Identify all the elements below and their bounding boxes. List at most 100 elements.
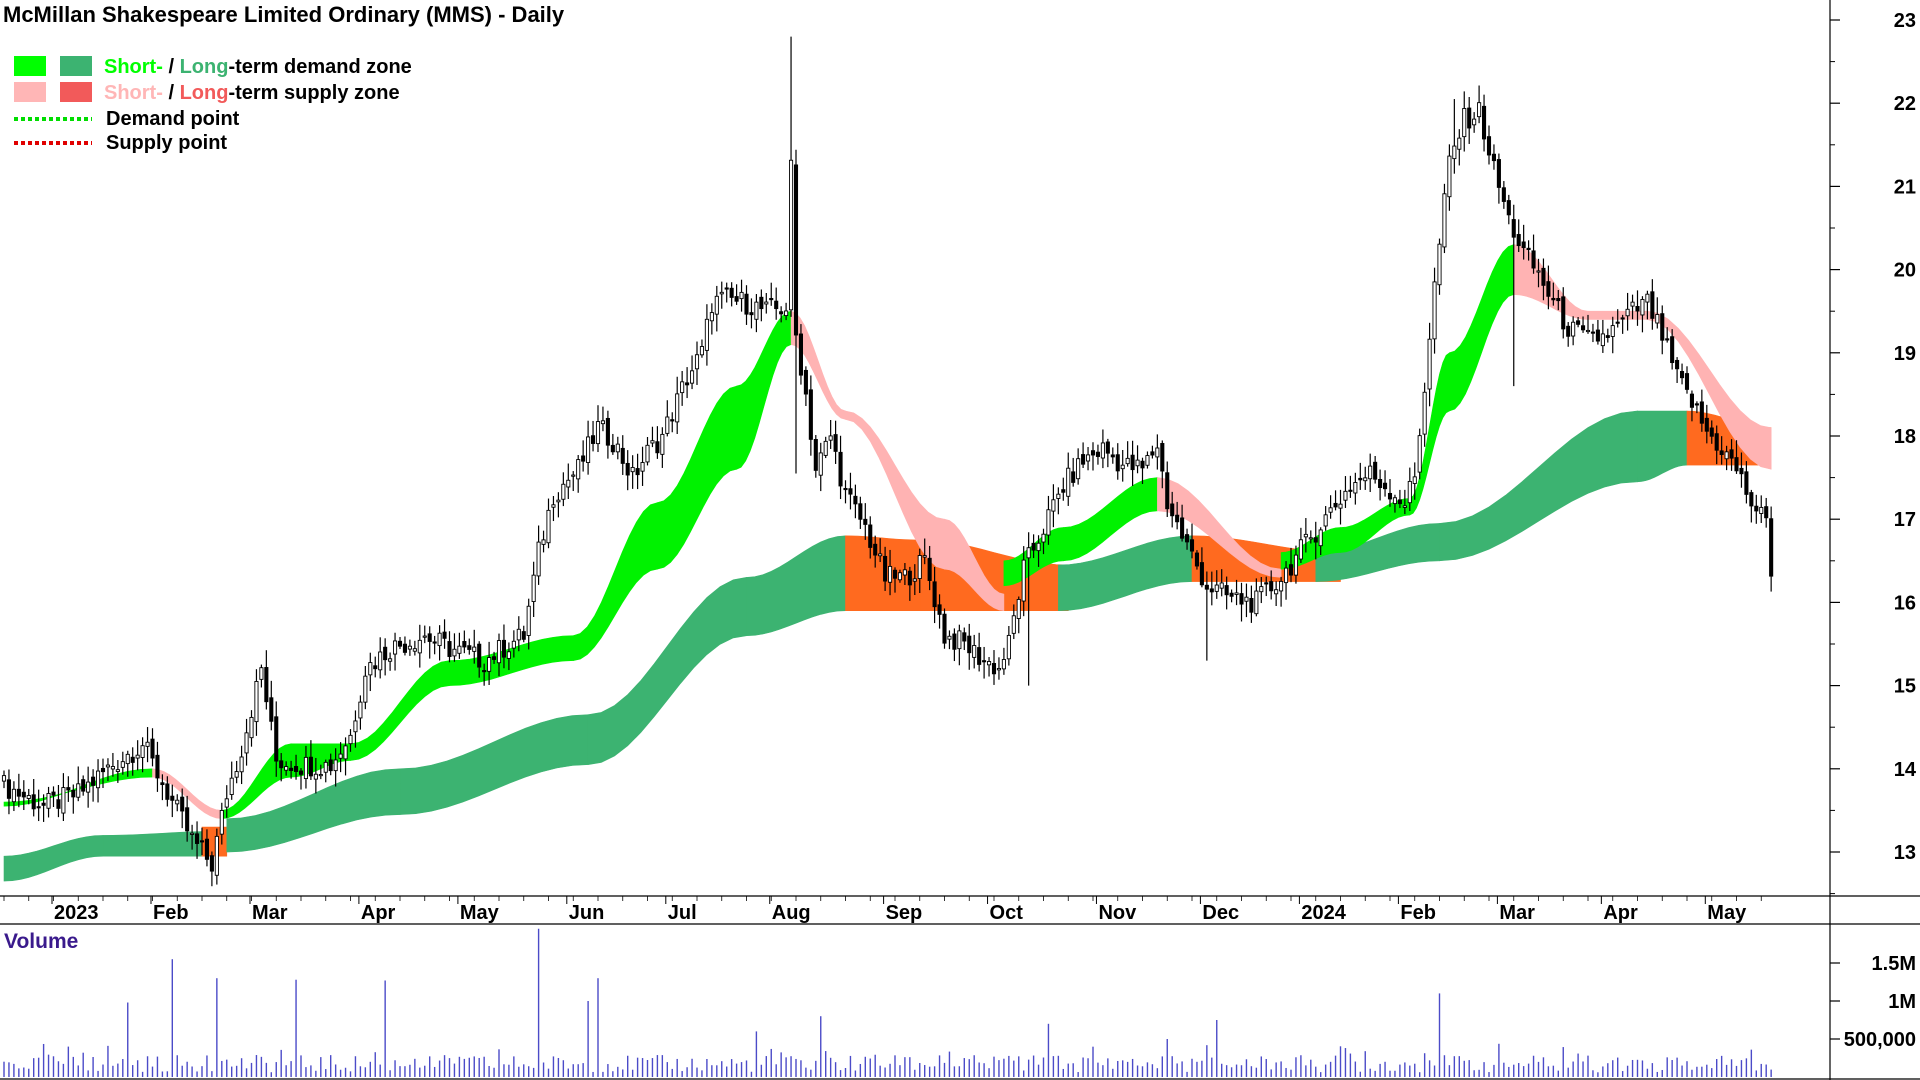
- x-tick-label: May: [1707, 902, 1747, 924]
- candle-body: [487, 657, 492, 672]
- candle-body: [1397, 499, 1402, 505]
- candle-body: [1511, 219, 1516, 238]
- candle-body: [1754, 505, 1759, 512]
- candle-body: [76, 783, 81, 798]
- candle-body: [645, 444, 650, 463]
- candle-body: [457, 645, 462, 654]
- candle-body: [199, 840, 205, 843]
- candle-body: [1219, 582, 1224, 589]
- candle-body: [91, 776, 96, 786]
- candle-body: [576, 459, 581, 480]
- candle-body: [452, 648, 457, 657]
- candle-body: [1105, 441, 1110, 454]
- volume-tick-label: 500,000: [1844, 1029, 1916, 1051]
- candle-body: [1303, 533, 1308, 538]
- candle-body: [482, 670, 487, 673]
- candle-body: [1363, 477, 1368, 482]
- candle-body: [1110, 454, 1115, 458]
- candle-body: [1, 775, 7, 782]
- candle-body: [1353, 482, 1358, 494]
- candle-body: [1764, 506, 1769, 519]
- candle-body: [694, 354, 700, 370]
- candle-body: [1759, 506, 1764, 514]
- candle-body: [1085, 454, 1091, 462]
- short-term-demand-zone-5: [449, 635, 574, 686]
- candle-body: [690, 370, 695, 384]
- candle-body: [734, 296, 739, 302]
- candle-body: [125, 753, 130, 765]
- candle-body: [165, 783, 170, 800]
- candle-body: [323, 761, 328, 773]
- candle-body: [823, 440, 828, 456]
- candle-body: [249, 716, 254, 739]
- candle-body: [1165, 472, 1170, 510]
- candle-body: [150, 738, 155, 759]
- candle-body: [759, 296, 764, 310]
- candle-body: [699, 346, 704, 356]
- candle-body: [1660, 313, 1665, 341]
- candle-body: [1120, 464, 1125, 470]
- candle-body: [1076, 458, 1081, 480]
- candle-body: [71, 789, 76, 798]
- candle-body: [279, 760, 284, 769]
- candle-body: [769, 298, 774, 301]
- candle-body: [1194, 552, 1199, 567]
- candle-body: [501, 639, 507, 658]
- candle-body: [907, 570, 912, 586]
- candle-body: [402, 643, 408, 653]
- candle-body: [338, 753, 343, 759]
- candle-body: [546, 509, 551, 544]
- candle-body: [828, 435, 833, 441]
- x-tick-label: Jun: [569, 902, 605, 924]
- candle-body: [422, 635, 427, 638]
- candle-body: [784, 310, 789, 317]
- candle-body: [1229, 592, 1234, 597]
- x-tick-label: Oct: [990, 902, 1024, 924]
- candle-body: [1338, 503, 1343, 509]
- x-tick-label: 2023: [54, 902, 99, 924]
- candle-body: [1170, 503, 1175, 517]
- y-tick-label: 15: [1894, 676, 1916, 698]
- candle-body: [511, 640, 516, 649]
- candle-body: [1630, 301, 1635, 307]
- candle-body: [31, 794, 36, 810]
- candle-body: [66, 787, 71, 791]
- candle-body: [204, 838, 210, 860]
- candle-body: [1452, 145, 1457, 160]
- candle-body: [1704, 417, 1709, 432]
- candle-body: [1739, 467, 1744, 475]
- candle-body: [224, 798, 229, 808]
- candle-body: [1031, 542, 1036, 551]
- candle-body: [1481, 105, 1487, 140]
- x-tick-label: Apr: [361, 902, 396, 924]
- candle-body: [1264, 582, 1269, 585]
- candle-body: [1130, 454, 1135, 471]
- candle-body: [1615, 321, 1620, 324]
- candle-body: [358, 701, 363, 719]
- candle-body: [219, 809, 224, 835]
- candle-body: [407, 645, 412, 650]
- candle-body: [591, 435, 596, 444]
- candle-body: [1689, 393, 1694, 408]
- candle-body: [1576, 320, 1581, 325]
- x-tick-label: Aug: [772, 902, 811, 924]
- candle-body: [180, 796, 185, 812]
- candle-body: [595, 421, 601, 445]
- x-tick-label: Feb: [153, 902, 189, 924]
- candle-body: [373, 665, 378, 670]
- candle-body: [1486, 136, 1492, 156]
- short-term-zone-layer: [3, 244, 1772, 820]
- candle-body: [848, 488, 853, 495]
- candle-body: [343, 745, 348, 760]
- candle-body: [888, 565, 893, 583]
- candle-body: [1422, 391, 1427, 435]
- candle-body: [1580, 325, 1586, 331]
- candle-body: [234, 771, 239, 778]
- candle-body: [21, 791, 26, 798]
- candle-body: [818, 452, 823, 476]
- candle-body: [1734, 457, 1739, 472]
- candle-body: [813, 439, 818, 471]
- short-term-demand-zone-7: [657, 385, 737, 570]
- candle-body: [51, 791, 56, 796]
